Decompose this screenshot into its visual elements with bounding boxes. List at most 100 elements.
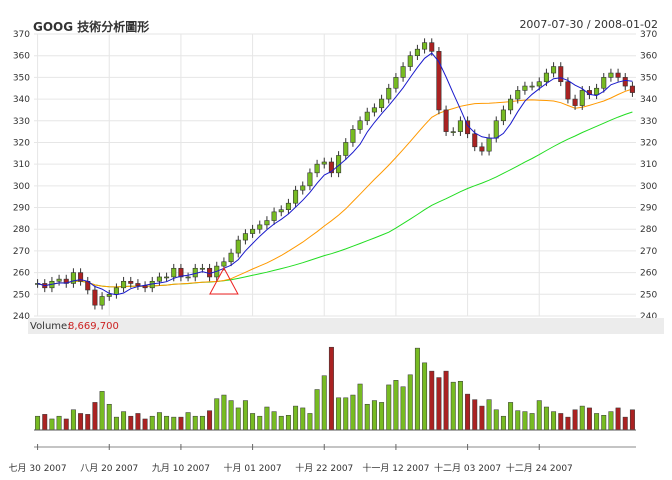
y-tick-label-right: 370 [640,30,657,40]
candle-up [199,267,205,270]
y-tick-label-left: 350 [13,73,30,83]
volume-bar [35,415,41,431]
candle-up [371,107,377,113]
volume-header: Volume: 8,669,700 [28,318,664,334]
volume-bar [601,415,607,431]
volume-bar [343,397,349,431]
volume-bar [386,384,392,431]
candle-up [407,55,413,67]
y-tick-label-right: 310 [640,160,657,170]
volume-bar [450,381,456,431]
candle-up [235,239,241,254]
candle-down [429,42,435,52]
candle-up [156,276,162,282]
candle-up [543,72,549,83]
volume-bar [78,413,84,431]
y-tick-label-left: 310 [13,160,30,170]
y-tick-label-left: 360 [13,52,30,62]
candle-down [436,51,442,111]
volume-bar [300,407,306,431]
x-tick-label: 九月 10 2007 [152,463,210,474]
candle-up [164,276,170,279]
y-tick-label-left: 280 [13,225,30,235]
candle-up [56,278,62,282]
volume-bar [128,415,134,431]
y-tick-label-right: 300 [640,182,657,192]
volume-value: 8,669,700 [68,321,119,332]
volume-bar [629,409,635,431]
x-tick-label: 十月 01 2007 [224,462,282,474]
volume-bar [63,418,69,431]
volume-bar [608,411,614,431]
candle-up [529,85,535,88]
candle-up [99,296,105,306]
y-tick-label-right: 250 [640,290,657,300]
y-tick-label-left: 300 [13,182,30,192]
candle-down [572,98,578,106]
x-tick-label: 十二月 03 2007 [434,462,501,474]
x-tick-label: 十月 22 2007 [295,462,353,474]
candle-up [493,120,499,139]
volume-bar [572,409,578,431]
y-tick-label-right: 240 [640,312,657,322]
volume-bar [357,383,363,431]
candle-up [221,261,227,267]
y-tick-label-right: 360 [640,52,657,62]
x-tick-label: 十二月 24 2007 [506,462,573,474]
volume-bar [70,409,76,431]
date-range: 2007-07-30 / 2008-01-02 [519,18,658,31]
volume-bar [228,400,234,431]
y-tick-label-right: 340 [640,95,657,105]
volume-bar [529,413,535,431]
volume-bar [271,411,277,431]
candle-up [300,185,306,191]
y-tick-label-right: 350 [640,73,657,83]
x-tick-label: 七月 30 2007 [9,463,67,474]
volume-bar [558,413,564,431]
candle-up [393,77,399,89]
volume-bar [615,407,621,431]
volume-bar [364,403,370,431]
volume-bar [207,410,213,431]
volume-bar [135,413,141,431]
y-tick-label-left: 340 [13,95,30,105]
candle-up [379,98,385,109]
volume-bar [457,380,463,431]
candle-up [293,189,299,204]
candle-up [400,66,406,78]
y-tick-label-left: 250 [13,290,30,300]
volume-bar [422,362,428,431]
y-tick-label-right: 330 [640,117,657,127]
volume-bar [121,411,127,431]
volume-bar [594,413,600,431]
candle-up [70,272,76,284]
volume-bar [293,405,299,431]
candle-up [422,42,428,50]
volume-bar [586,407,592,431]
candle-down [178,267,184,278]
volume-bar [565,416,571,431]
candle-down [443,109,449,132]
y-tick-label-left: 320 [13,138,30,148]
volume-bar [106,403,112,431]
volume-bar [493,409,499,431]
volume-bar [328,346,334,431]
volume-bar [350,394,356,431]
y-tick-label-left: 290 [13,204,30,214]
y-tick-label-right: 320 [640,138,657,148]
volume-bar [500,415,506,431]
candle-up [321,161,327,165]
candle-up [515,90,521,100]
volume-bar [414,347,420,431]
volume-bar [264,406,270,431]
candle-up [285,202,291,211]
volume-bar [407,374,413,431]
candle-up [307,172,313,187]
candle-up [271,211,277,221]
volume-bar [149,415,155,431]
candle-up [242,233,248,241]
candle-up [601,77,607,89]
candle-down [615,72,621,78]
candle-up [278,209,284,213]
volume-bar [221,394,227,431]
